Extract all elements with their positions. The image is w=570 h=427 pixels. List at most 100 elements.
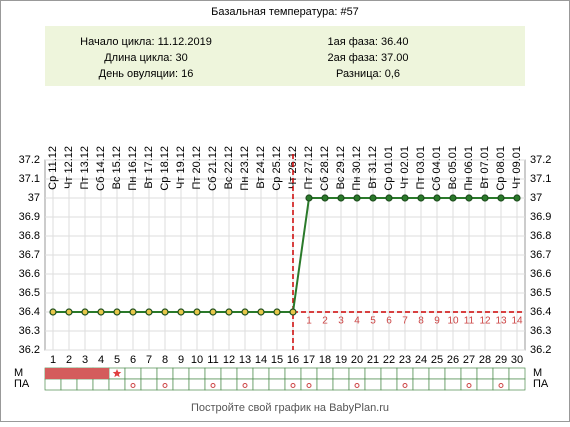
- row-cell: [348, 378, 366, 391]
- menstruation-mark: [61, 368, 77, 379]
- row-cell: [316, 367, 334, 380]
- row-cell: [492, 367, 510, 380]
- point: [225, 308, 233, 316]
- row-cell: [188, 367, 206, 380]
- x-tick-label: 5: [114, 354, 120, 366]
- x-tick-label: 22: [383, 354, 395, 366]
- info-text: 2ая фаза: 37.00: [327, 52, 408, 64]
- row-cell: [204, 367, 222, 380]
- y-tick-label: 36.3: [530, 325, 551, 337]
- row-label: М: [533, 367, 542, 379]
- date-label: Пт 20.12: [191, 146, 203, 190]
- row-cell: [476, 378, 494, 391]
- date-label: Ср 18.12: [159, 146, 171, 191]
- x-tick-label: 29: [495, 354, 507, 366]
- date-label: Ср 11.12: [47, 146, 59, 190]
- x-tick-label: 13: [239, 354, 251, 366]
- post-ovulation-day: 5: [370, 316, 376, 327]
- menstruation-mark: [45, 368, 61, 379]
- row-label: ПА: [533, 378, 549, 390]
- date-label: Пн 23.12: [239, 146, 251, 191]
- post-ovulation-day: 2: [322, 316, 328, 327]
- row-cell: [316, 378, 334, 391]
- intercourse-mark: [466, 383, 472, 388]
- row-cell: [236, 378, 254, 391]
- row-cell: [284, 378, 302, 391]
- row-cell: [92, 378, 110, 391]
- row-cell: [156, 378, 174, 391]
- date-label: Чт 09.01: [511, 146, 523, 189]
- x-tick-label: 26: [447, 354, 459, 366]
- x-tick-label: 24: [415, 354, 427, 366]
- x-tick-label: 25: [431, 354, 443, 366]
- point: [209, 308, 217, 316]
- post-ovulation-day: 1: [306, 316, 312, 327]
- row-cell: [476, 367, 494, 380]
- point: [97, 308, 105, 316]
- date-label: Вт 17.12: [143, 146, 155, 189]
- date-label: Пн 30.12: [351, 146, 363, 191]
- row-cell: [428, 367, 446, 380]
- x-tick-label: 28: [479, 354, 491, 366]
- y-tick-label: 36.9: [19, 211, 40, 223]
- row-cell: [76, 378, 94, 391]
- x-tick-label: 17: [303, 354, 315, 366]
- row-cell: [300, 378, 318, 391]
- x-tick-label: 9: [178, 354, 184, 366]
- row-cell: [284, 367, 302, 380]
- y-tick-label: 36.5: [19, 287, 40, 299]
- point: [465, 194, 473, 202]
- post-ovulation-day: 11: [464, 316, 475, 327]
- row-cell: [172, 378, 190, 391]
- date-label: Ср 08.01: [495, 146, 507, 191]
- post-ovulation-day: 10: [447, 316, 459, 327]
- menstruation-mark: [93, 368, 109, 379]
- date-label: Ср 01.01: [383, 146, 395, 191]
- point: [401, 194, 409, 202]
- x-tick-label: 16: [287, 354, 299, 366]
- row-cell: [380, 367, 398, 380]
- date-label: Сб 04.01: [431, 146, 443, 191]
- x-tick-label: 3: [82, 354, 88, 366]
- point: [337, 194, 345, 202]
- post-ovulation-day: 9: [434, 316, 440, 327]
- row-cell: [380, 378, 398, 391]
- info-box: [45, 26, 525, 86]
- point: [145, 308, 153, 316]
- post-ovulation-day: 3: [338, 316, 344, 327]
- x-tick-label: 14: [255, 354, 267, 366]
- y-tick-label: 37: [28, 192, 40, 204]
- row-cell: [396, 367, 414, 380]
- point: [113, 308, 121, 316]
- date-label: Вт 31.12: [367, 146, 379, 189]
- y-tick-label: 36.7: [530, 249, 551, 261]
- date-label: Пн 16.12: [127, 146, 139, 191]
- row-cell: [252, 378, 270, 391]
- x-tick-label: 1: [50, 354, 56, 366]
- date-label: Вс 29.12: [335, 146, 347, 189]
- y-tick-label: 36.8: [530, 230, 551, 242]
- row-cell: [44, 378, 62, 391]
- row-cell: [124, 367, 142, 380]
- info-text: День овуляции: 16: [99, 68, 194, 80]
- x-tick-label: 27: [463, 354, 475, 366]
- row-label: ПА: [14, 378, 30, 390]
- x-tick-label: 19: [335, 354, 347, 366]
- x-tick-label: 23: [399, 354, 411, 366]
- intercourse-mark: [354, 383, 360, 388]
- y-tick-label: 36.2: [19, 344, 40, 356]
- row-cell: [508, 378, 526, 391]
- date-label: Пт 27.12: [303, 146, 315, 190]
- y-tick-label: 36.4: [530, 306, 551, 318]
- point: [49, 308, 57, 316]
- row-cell: [300, 367, 318, 380]
- row-cell: [156, 367, 174, 380]
- row-cell: [108, 378, 126, 391]
- date-label: Чт 26.12: [287, 146, 299, 189]
- x-tick-label: 12: [223, 354, 235, 366]
- row-cell: [460, 367, 478, 380]
- date-label: Вс 22.12: [223, 146, 235, 189]
- spotting-mark: [112, 369, 122, 378]
- row-cell: [252, 367, 270, 380]
